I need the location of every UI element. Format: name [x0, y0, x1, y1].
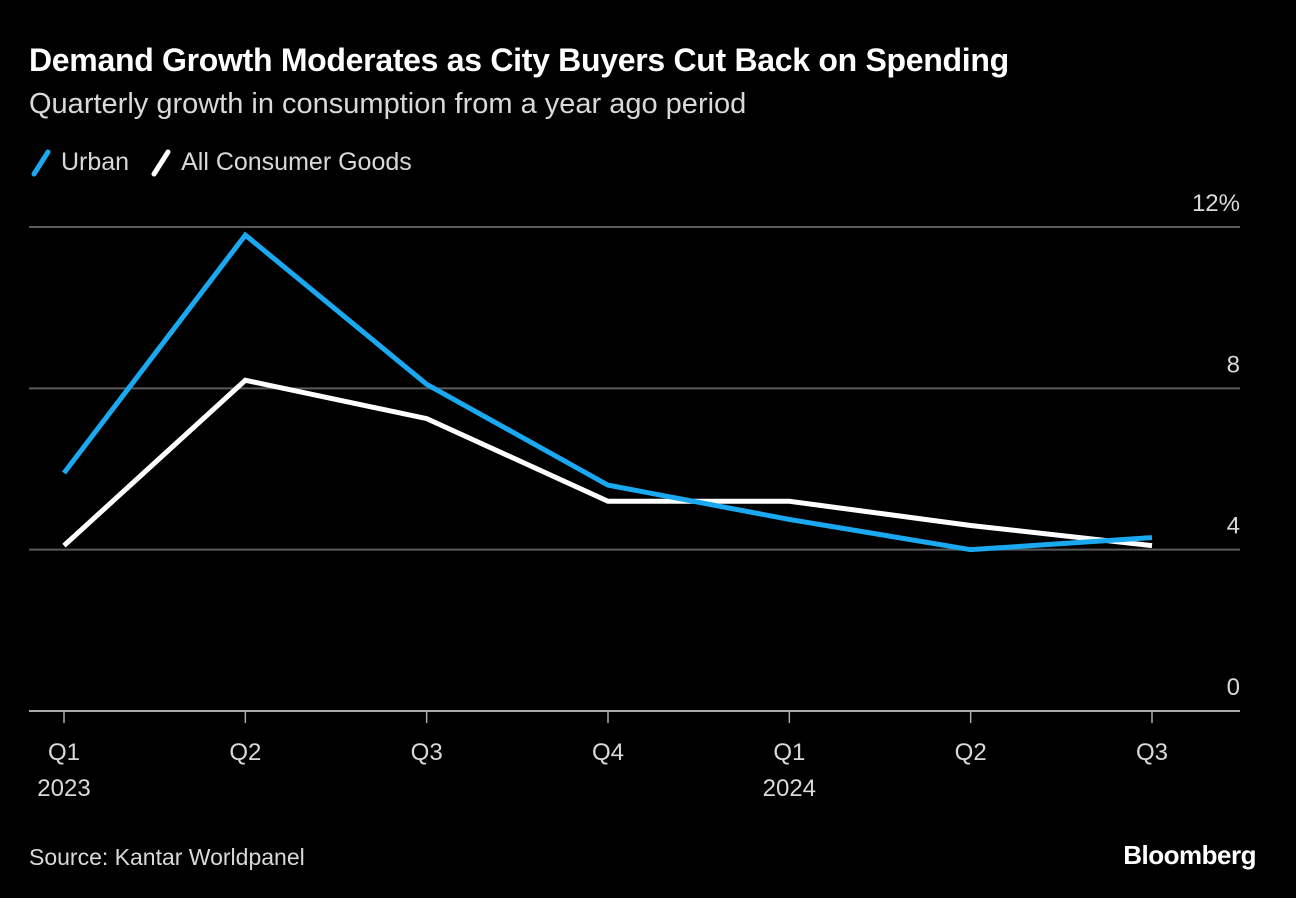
- x-tick-label: Q1: [773, 739, 805, 766]
- series-lines: [62, 231, 1153, 553]
- y-axis-labels: 0 4 8 12%: [1192, 190, 1240, 701]
- x-tick-label: Q2: [955, 739, 987, 766]
- x-tick-label: Q2: [229, 739, 261, 766]
- x-tick-label: Q1: [48, 739, 80, 766]
- x-tick-year-label: 2023: [37, 775, 90, 802]
- series-line-all-consumer-goods: [62, 377, 1153, 549]
- legend-item-all-consumer-goods: All Consumer Goods: [149, 148, 412, 177]
- y-tick-label: 12%: [1192, 190, 1240, 217]
- legend-label-urban: Urban: [61, 148, 130, 176]
- legend-item-urban: Urban: [29, 148, 129, 177]
- y-tick-label: 4: [1227, 513, 1240, 540]
- x-tick-label: Q3: [1136, 739, 1168, 766]
- chart-title: Demand Growth Moderates as City Buyers C…: [29, 42, 1009, 78]
- x-tick-year-label: 2024: [763, 775, 816, 802]
- x-tick-label: Q4: [592, 739, 624, 766]
- series-line-urban: [62, 231, 1153, 553]
- bloomberg-logo: Bloomberg: [1123, 840, 1256, 870]
- source-note: Source: Kantar Worldpanel: [29, 844, 305, 870]
- chart-subtitle: Quarterly growth in consumption from a y…: [29, 88, 747, 120]
- gridlines: [29, 226, 1240, 551]
- legend-swatch-all-consumer-goods: [151, 149, 171, 176]
- x-tick-label: Q3: [411, 739, 443, 766]
- legend: Urban All Consumer Goods: [29, 148, 432, 177]
- legend-label-all-consumer-goods: All Consumer Goods: [181, 148, 412, 176]
- y-tick-label: 8: [1227, 351, 1240, 378]
- legend-swatch-urban: [31, 149, 51, 176]
- y-tick-label: 0: [1227, 674, 1240, 701]
- x-axis: Q1 2023 Q2 Q3 Q4 Q1 2024 Q2 Q3: [29, 710, 1240, 802]
